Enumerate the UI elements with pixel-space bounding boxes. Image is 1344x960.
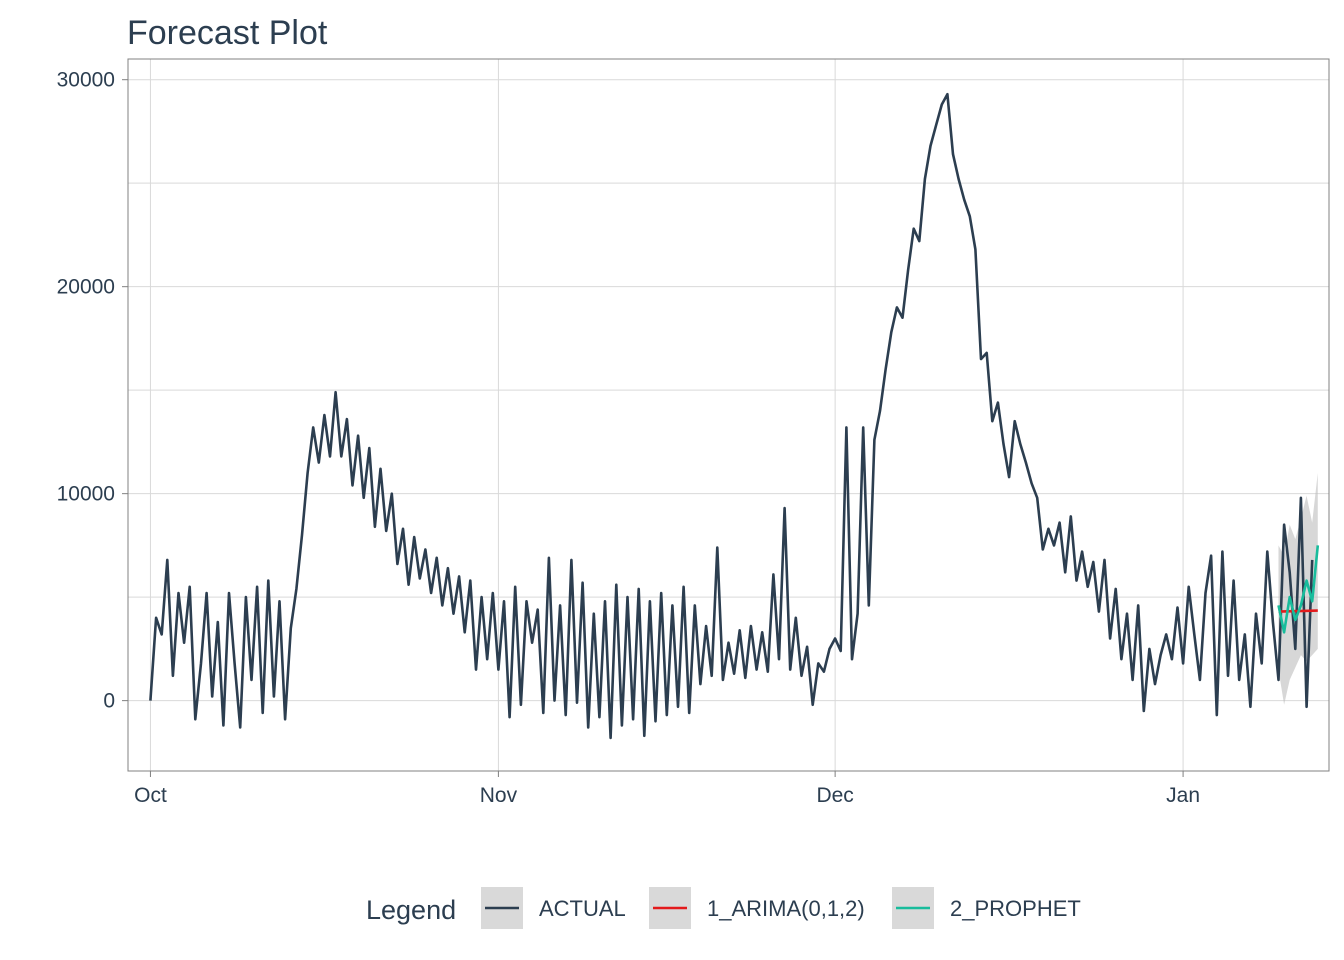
y-tick-label: 0	[103, 690, 115, 713]
legend-label-2: 2_PROPHET	[950, 896, 1081, 921]
legend-title: Legend	[366, 895, 456, 925]
x-tick-label: Nov	[480, 784, 518, 807]
legend-label-1: 1_ARIMA(0,1,2)	[707, 896, 865, 921]
legend-label-0: ACTUAL	[539, 896, 626, 921]
y-tick-label: 10000	[57, 483, 115, 506]
grid	[128, 59, 1329, 771]
x-axis-ticks: Oct Nov Dec Jan	[134, 771, 1200, 807]
legend: Legend ACTUAL 1_ARIMA(0,1,2) 2_PROPHET	[366, 887, 1081, 929]
x-tick-label: Dec	[816, 784, 853, 807]
y-tick-label: 30000	[57, 69, 115, 92]
series-lines	[149, 92, 1320, 740]
y-axis-ticks: 0 10000 20000 30000	[57, 69, 128, 713]
x-tick-label: Jan	[1166, 784, 1200, 807]
plot-panel-border	[127, 58, 1330, 772]
series-line-2	[1277, 545, 1320, 634]
series-line-0	[149, 92, 1314, 740]
chart-title: Forecast Plot	[127, 14, 328, 52]
y-tick-label: 20000	[57, 276, 115, 299]
x-tick-label: Oct	[134, 784, 167, 807]
